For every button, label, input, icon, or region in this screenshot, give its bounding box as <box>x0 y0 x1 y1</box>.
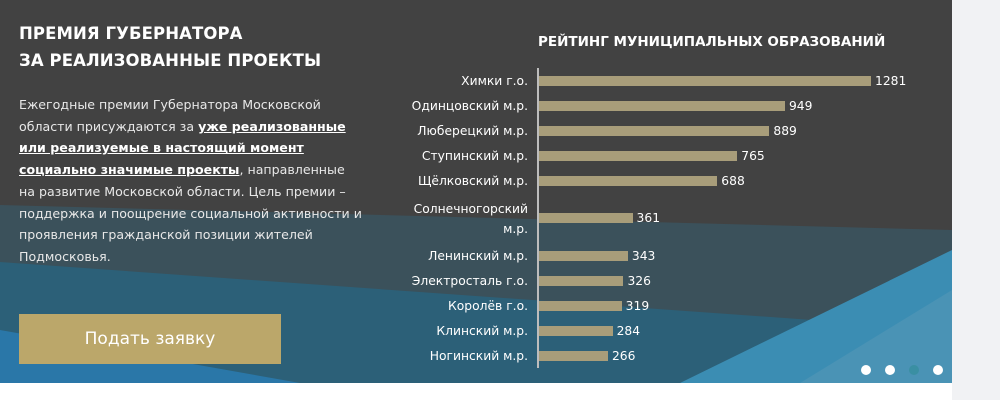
bar <box>539 301 622 311</box>
bar <box>539 213 633 223</box>
value-label: 889 <box>773 124 797 138</box>
description-highlight: уже реализованные или реализуемые в наст… <box>19 118 346 178</box>
category-label: Ногинский м.р. <box>429 349 528 363</box>
carousel-dot-1[interactable] <box>861 365 871 375</box>
bar <box>539 101 785 111</box>
value-label: 319 <box>625 299 650 313</box>
category-label: Щёлковский м.р. <box>417 174 528 188</box>
bar <box>539 151 738 161</box>
category-label: Королёв г.о. <box>448 299 528 313</box>
description-text-end: , направленные на развитие Московской об… <box>19 162 362 264</box>
carousel-dot-3[interactable] <box>909 365 919 375</box>
value-label: 326 <box>627 274 651 288</box>
value-label: 284 <box>616 324 641 338</box>
carousel-dot-4[interactable] <box>933 365 943 375</box>
bar <box>539 351 608 361</box>
chart-axis <box>537 68 539 368</box>
bar <box>539 126 770 136</box>
description-text: Ежегодные премии Губернатора Московской … <box>19 97 321 134</box>
category-label: Химки г.о. <box>461 74 528 88</box>
bar <box>539 326 613 336</box>
category-label: Ступинский м.р. <box>421 149 528 163</box>
carousel-dot-2[interactable] <box>885 365 895 375</box>
page-title: ПРЕМИЯ ГУБЕРНАТОРА ЗА РЕАЛИЗОВАННЫЕ ПРОЕ… <box>19 20 321 74</box>
value-label: 1281 <box>875 74 907 88</box>
bar <box>539 251 628 261</box>
value-label: 688 <box>721 174 745 188</box>
value-label: 765 <box>741 149 765 163</box>
description: Ежегодные премии Губернатора Московской … <box>19 94 364 268</box>
category-label: Клинский м.р. <box>436 324 528 338</box>
value-label: 949 <box>788 99 813 113</box>
value-label: 361 <box>636 211 661 225</box>
category-label: Люберецкий м.р. <box>417 124 528 138</box>
category-label: Одинцовский м.р. <box>411 99 528 113</box>
apply-button[interactable]: Подать заявку <box>19 314 281 364</box>
chart-title: РЕЙТИНГ МУНИЦИПАЛЬНЫХ ОБРАЗОВАНИЙ <box>538 34 886 50</box>
governor-award-banner: ПРЕМИЯ ГУБЕРНАТОРА ЗА РЕАЛИЗОВАННЫЕ ПРОЕ… <box>0 0 952 383</box>
category-label: Солнечногорский м.р. <box>413 202 528 236</box>
right-gutter <box>952 0 1000 400</box>
bar <box>539 176 718 186</box>
value-label: 343 <box>631 249 656 263</box>
title-line-1: ПРЕМИЯ ГУБЕРНАТОРА <box>19 24 243 43</box>
category-label: Электросталь г.о. <box>411 274 528 288</box>
bar <box>539 76 871 86</box>
title-line-2: ЗА РЕАЛИЗОВАННЫЕ ПРОЕКТЫ <box>19 51 322 70</box>
category-label: Ленинский м.р. <box>428 249 528 263</box>
value-label: 266 <box>611 349 636 363</box>
bar <box>539 276 624 286</box>
